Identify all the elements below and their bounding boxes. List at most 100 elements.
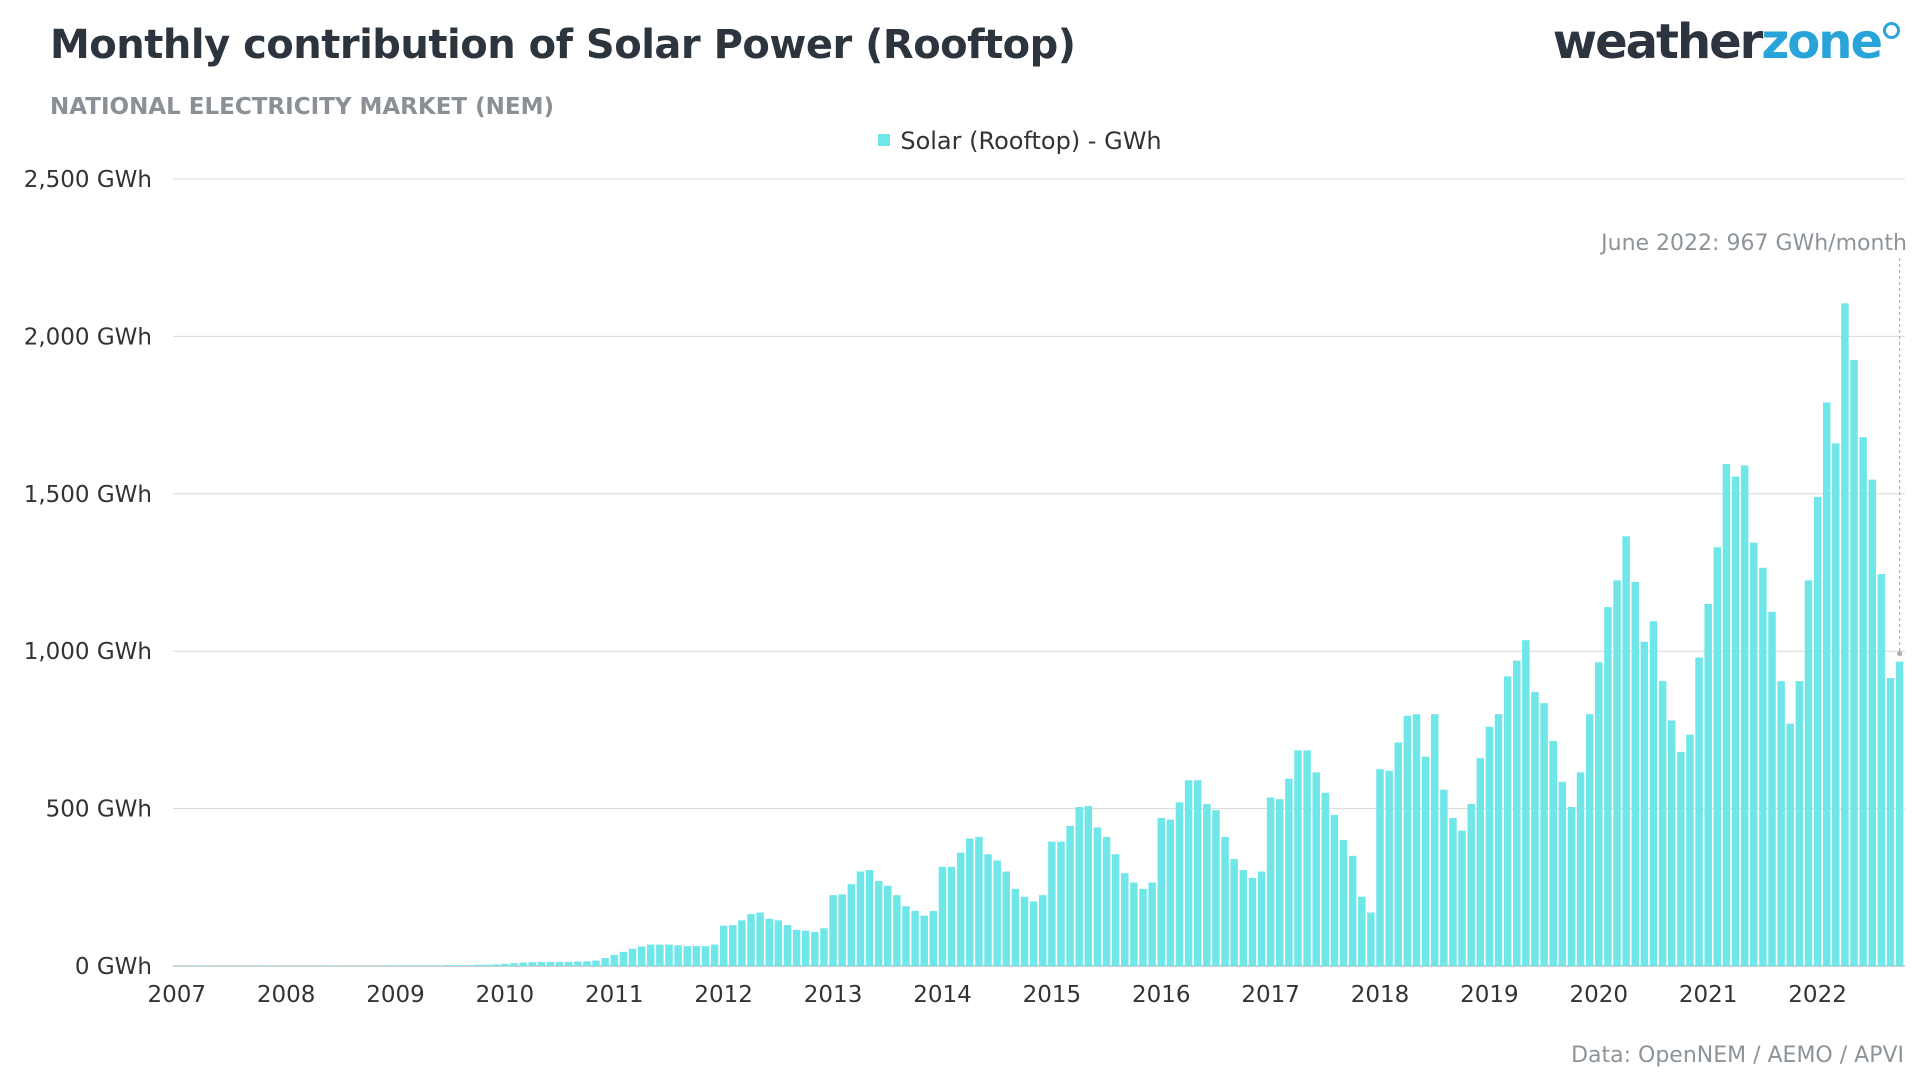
bar[interactable] bbox=[674, 945, 682, 966]
bar[interactable] bbox=[893, 895, 901, 966]
bar[interactable] bbox=[1503, 676, 1512, 966]
bar[interactable] bbox=[811, 932, 819, 966]
bar[interactable] bbox=[1011, 888, 1020, 966]
bar[interactable] bbox=[1285, 778, 1293, 966]
bar[interactable] bbox=[1376, 769, 1384, 966]
bar[interactable] bbox=[1048, 841, 1056, 966]
bar[interactable] bbox=[1576, 772, 1585, 966]
bar[interactable] bbox=[847, 884, 856, 966]
bar[interactable] bbox=[1722, 463, 1731, 966]
bar[interactable] bbox=[1440, 789, 1448, 966]
bar[interactable] bbox=[1057, 841, 1065, 966]
bar[interactable] bbox=[601, 958, 609, 966]
bar[interactable] bbox=[1276, 799, 1284, 966]
bar[interactable] bbox=[1585, 714, 1594, 966]
bar[interactable] bbox=[1102, 836, 1111, 966]
bar[interactable] bbox=[647, 944, 655, 966]
bar[interactable] bbox=[1768, 611, 1776, 966]
bar[interactable] bbox=[783, 925, 792, 966]
bar[interactable] bbox=[820, 928, 828, 966]
bar[interactable] bbox=[774, 920, 783, 966]
bar[interactable] bbox=[1695, 657, 1703, 967]
bar[interactable] bbox=[546, 961, 555, 966]
bar[interactable] bbox=[1886, 677, 1895, 966]
bar[interactable] bbox=[984, 854, 992, 966]
bar[interactable] bbox=[1813, 496, 1822, 966]
bar[interactable] bbox=[1868, 479, 1877, 966]
bar[interactable] bbox=[1403, 715, 1412, 966]
bar[interactable] bbox=[564, 961, 573, 966]
bar[interactable] bbox=[1002, 871, 1011, 966]
bar[interactable] bbox=[1740, 465, 1749, 966]
bar[interactable] bbox=[911, 910, 919, 966]
bar[interactable] bbox=[510, 963, 518, 966]
bar[interactable] bbox=[1212, 810, 1220, 966]
bar[interactable] bbox=[537, 961, 546, 966]
bar[interactable] bbox=[1750, 542, 1758, 966]
bar[interactable] bbox=[719, 925, 728, 966]
bar[interactable] bbox=[1221, 836, 1229, 966]
bar[interactable] bbox=[1130, 882, 1138, 966]
bar[interactable] bbox=[1303, 750, 1311, 966]
bar[interactable] bbox=[683, 946, 691, 966]
bar[interactable] bbox=[1649, 621, 1658, 966]
bar[interactable] bbox=[1348, 855, 1357, 966]
bar[interactable] bbox=[665, 944, 673, 966]
bar[interactable] bbox=[482, 964, 491, 966]
bar[interactable] bbox=[583, 961, 591, 966]
bar[interactable] bbox=[1713, 547, 1722, 966]
bar[interactable] bbox=[1786, 723, 1794, 966]
bar[interactable] bbox=[1677, 751, 1685, 966]
bar[interactable] bbox=[1658, 681, 1667, 966]
bar[interactable] bbox=[555, 961, 564, 966]
bar[interactable] bbox=[1139, 888, 1147, 966]
bar[interactable] bbox=[1193, 780, 1202, 966]
bar[interactable] bbox=[619, 951, 628, 966]
bar[interactable] bbox=[1239, 869, 1248, 966]
bar[interactable] bbox=[1832, 443, 1840, 966]
bar[interactable] bbox=[1421, 756, 1430, 966]
bar[interactable] bbox=[1777, 681, 1785, 966]
bar[interactable] bbox=[1412, 714, 1421, 966]
bar[interactable] bbox=[428, 965, 436, 966]
bar[interactable] bbox=[1385, 770, 1393, 966]
bar[interactable] bbox=[956, 852, 965, 966]
bar[interactable] bbox=[1613, 580, 1621, 966]
bar[interactable] bbox=[1485, 726, 1494, 966]
bar[interactable] bbox=[446, 965, 454, 966]
bar[interactable] bbox=[628, 948, 637, 966]
bar[interactable] bbox=[1449, 818, 1457, 966]
bar[interactable] bbox=[756, 912, 764, 966]
bar[interactable] bbox=[1339, 840, 1348, 966]
bar[interactable] bbox=[1731, 476, 1740, 966]
bar[interactable] bbox=[1312, 772, 1320, 966]
bar[interactable] bbox=[1795, 681, 1804, 966]
bar[interactable] bbox=[1111, 854, 1120, 966]
chart-legend[interactable]: Solar (Rooftop) - GWh bbox=[0, 127, 1920, 155]
bar[interactable] bbox=[1686, 734, 1694, 966]
bar[interactable] bbox=[1203, 803, 1211, 966]
bar[interactable] bbox=[528, 962, 536, 966]
bar[interactable] bbox=[400, 965, 409, 966]
bar[interactable] bbox=[884, 885, 892, 966]
weatherzone-logo[interactable]: weatherzone bbox=[1553, 18, 1900, 66]
bar[interactable] bbox=[464, 965, 473, 966]
bar[interactable] bbox=[1248, 877, 1257, 966]
bar[interactable] bbox=[1330, 814, 1339, 966]
bar[interactable] bbox=[947, 866, 956, 966]
bar[interactable] bbox=[792, 929, 801, 966]
bar[interactable] bbox=[829, 895, 837, 966]
bar[interactable] bbox=[874, 881, 883, 966]
bar[interactable] bbox=[1631, 581, 1639, 966]
bar[interactable] bbox=[738, 920, 746, 966]
bar[interactable] bbox=[1458, 830, 1466, 966]
bar[interactable] bbox=[473, 964, 482, 966]
bar[interactable] bbox=[1066, 825, 1074, 966]
bar[interactable] bbox=[1367, 912, 1375, 966]
bar[interactable] bbox=[1859, 437, 1867, 966]
bar[interactable] bbox=[747, 914, 755, 966]
bar[interactable] bbox=[1039, 895, 1047, 966]
bar[interactable] bbox=[1522, 640, 1530, 966]
bar[interactable] bbox=[1850, 360, 1858, 966]
bar[interactable] bbox=[1230, 858, 1238, 966]
